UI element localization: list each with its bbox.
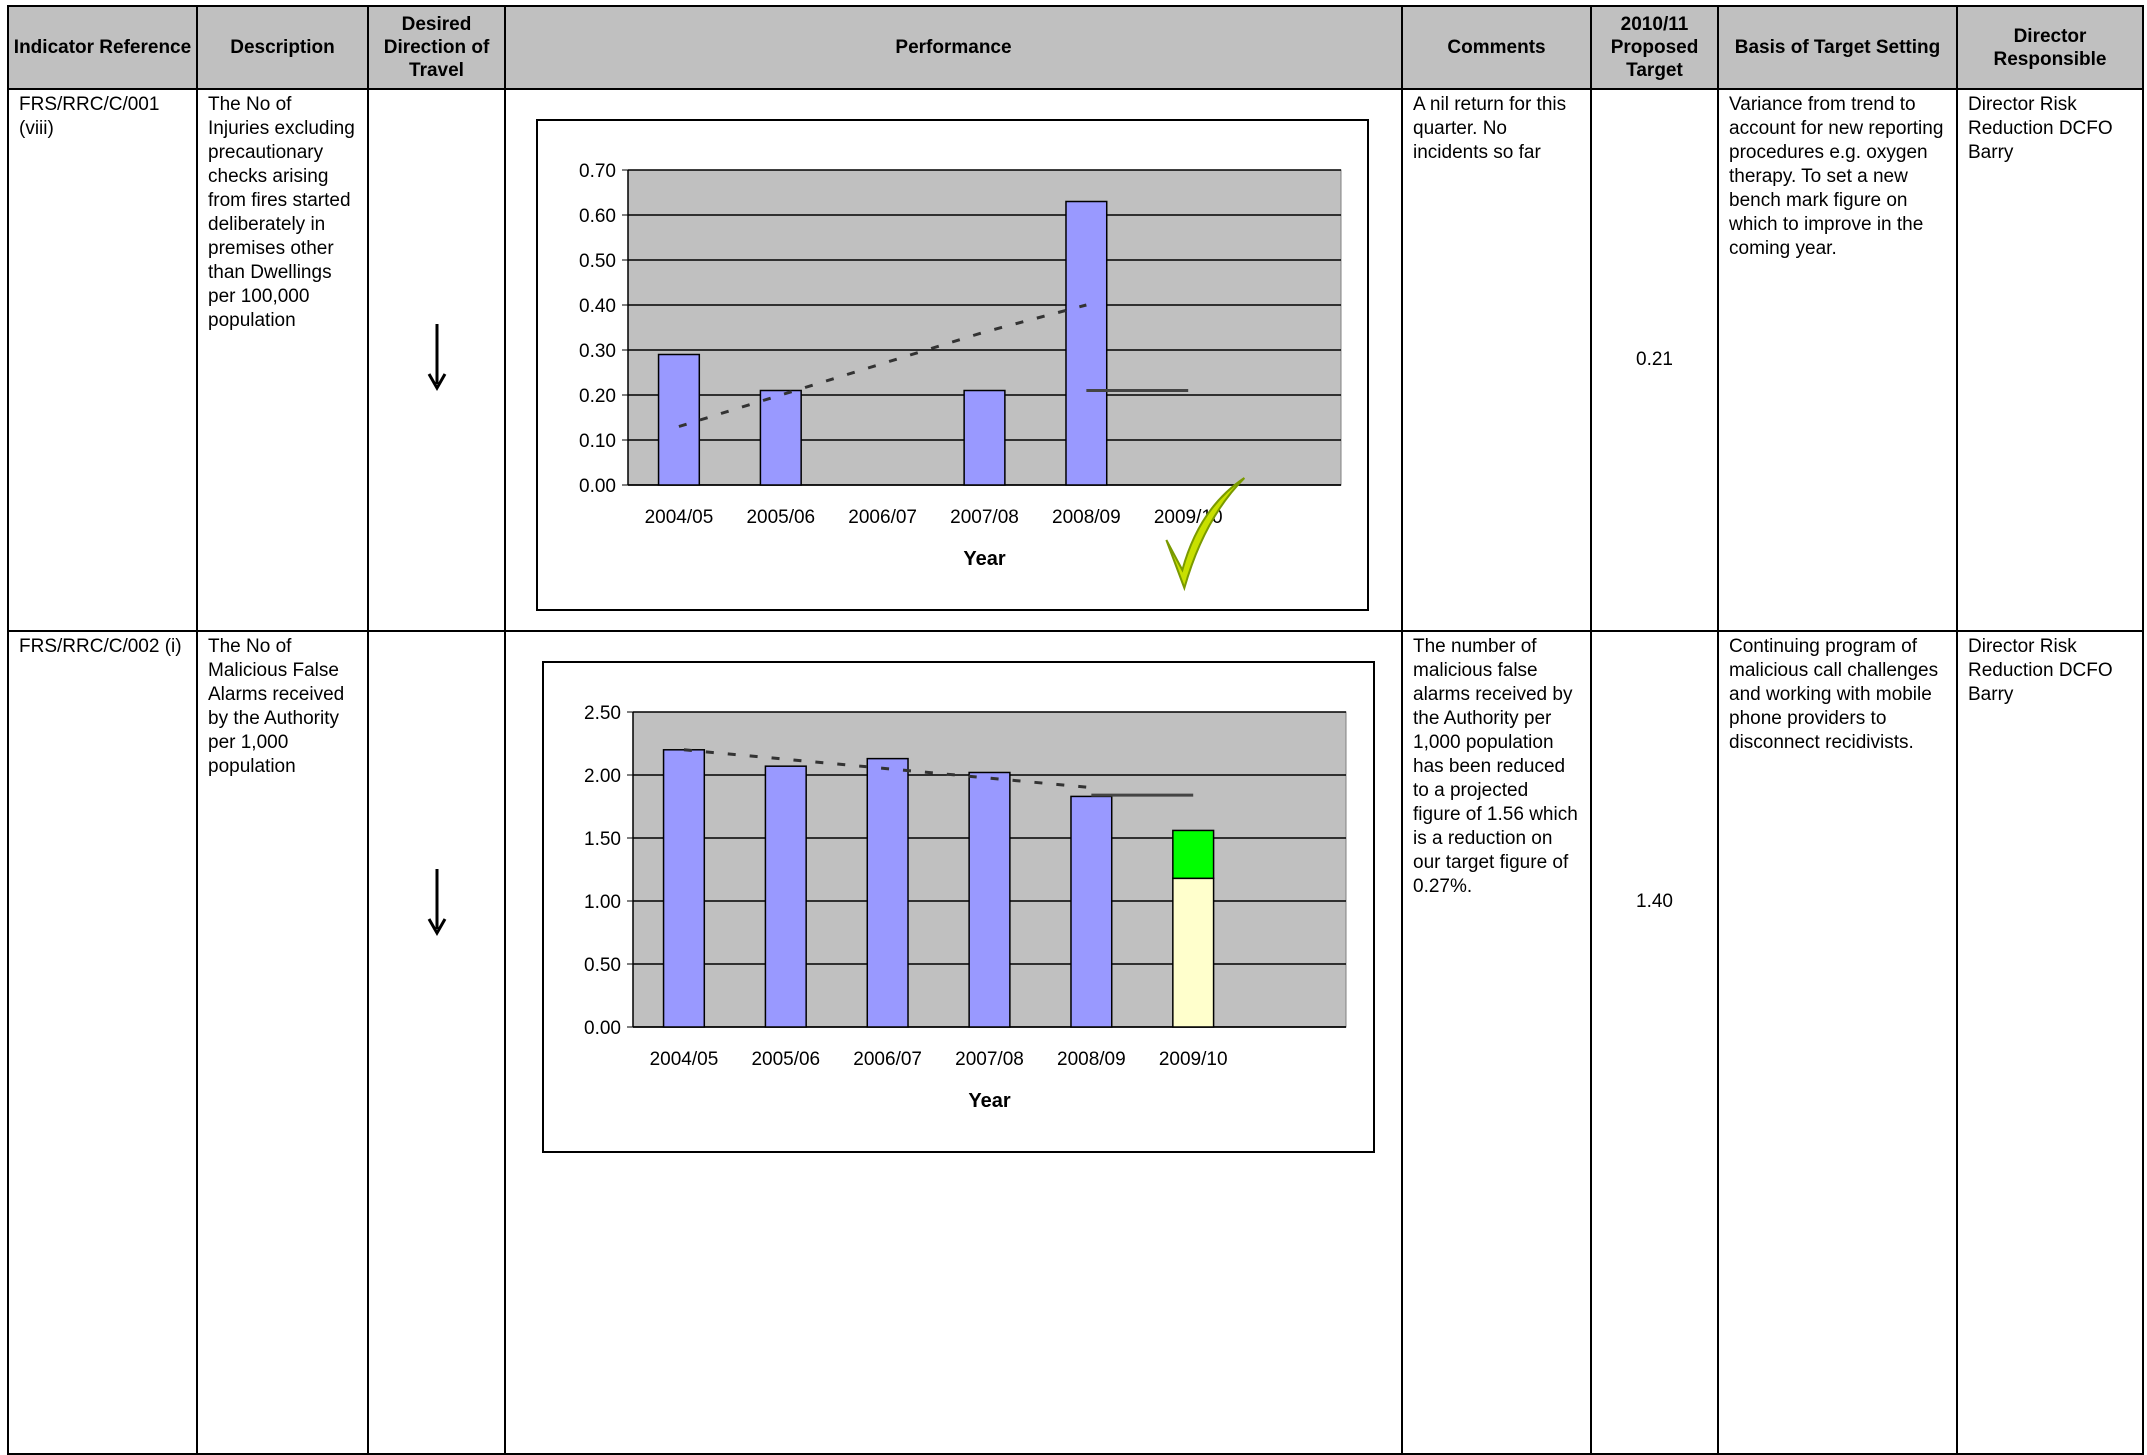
x-tick-label: 2006/07 <box>853 1049 922 1070</box>
x-axis-title: Year <box>968 1090 1010 1112</box>
trend-line <box>683 748 1092 790</box>
y-tick-label: 0.20 <box>579 386 616 407</box>
y-tick-label: 0.00 <box>584 1018 621 1039</box>
bar <box>866 757 909 1028</box>
bar <box>1070 795 1113 1028</box>
x-tick-label: 2005/06 <box>751 1049 820 1070</box>
down-arrow <box>427 323 446 391</box>
row: FRS/RRC/C/002 (i) The No of Malicious Fa… <box>7 630 2144 1455</box>
bar <box>759 389 802 486</box>
basis: Variance from trend to account for new r… <box>1717 88 1958 632</box>
page: Indicator Reference Description Desired … <box>7 5 2144 1455</box>
x-tick-label: 2007/08 <box>955 1049 1024 1070</box>
down-arrow <box>427 869 446 937</box>
bar <box>657 353 701 486</box>
bar <box>1172 829 1215 880</box>
x-tick-label: 2008/09 <box>1057 1049 1126 1070</box>
chart: 0.00 0.50 1.00 1.50 2.00 2.50 2004/05 2005/06 20… <box>542 661 1375 1153</box>
header-cell: Performance <box>504 5 1403 90</box>
header-cell: Comments <box>1401 5 1592 90</box>
target: 1.40 <box>1590 630 1719 1455</box>
y-tick-label: 0.50 <box>579 251 616 272</box>
y-tick-label: 0.40 <box>579 296 616 317</box>
chart: 0.00 0.10 0.20 0.30 0.40 0.50 0.60 0.70 2004/05 2… <box>536 119 1369 611</box>
y-tick-label: 2.50 <box>584 703 621 724</box>
reference: FRS/RRC/C/002 (i) <box>7 630 198 1455</box>
bar <box>968 771 1011 1028</box>
comments: The number of malicious false alarms rec… <box>1401 630 1592 1455</box>
check-mark <box>1165 477 1246 592</box>
basis: Continuing program of malicious call cha… <box>1717 630 1958 1455</box>
performance: 0.00 0.50 1.00 1.50 2.00 2.50 2004/05 2005/06 20… <box>504 630 1403 1455</box>
director: Director Risk Reduction DCFO Barry <box>1956 630 2144 1455</box>
y-tick-label: 1.50 <box>584 829 621 850</box>
x-tick-label: 2008/09 <box>1052 507 1121 528</box>
target: 0.21 <box>1590 88 1719 632</box>
direction <box>367 630 506 1455</box>
bar <box>963 389 1006 486</box>
direction <box>367 88 506 632</box>
indicator-table: Indicator Reference Description Desired … <box>7 5 2144 1455</box>
x-tick-label: 2004/05 <box>650 1049 719 1070</box>
reference: FRS/RRC/C/001 (viii) <box>7 88 198 632</box>
x-tick-label: 2005/06 <box>746 507 815 528</box>
bar <box>662 749 706 1028</box>
header-cell: Indicator Reference <box>7 5 198 90</box>
trend-line <box>678 303 1087 428</box>
x-tick-label: 2004/05 <box>645 507 714 528</box>
header-cell: Description <box>196 5 369 90</box>
x-tick-label: 2006/07 <box>848 507 917 528</box>
header-cell: Basis of Target Setting <box>1717 5 1958 90</box>
description: The No of Injuries excluding precautiona… <box>196 88 369 632</box>
y-tick-label: 0.00 <box>579 476 616 497</box>
description: The No of Malicious False Alarms receive… <box>196 630 369 1455</box>
header-row: Indicator Reference Description Desired … <box>7 5 2144 90</box>
director: Director Risk Reduction DCFO Barry <box>1956 88 2144 632</box>
y-tick-label: 2.00 <box>584 766 621 787</box>
bar <box>764 765 807 1028</box>
header-cell: 2010/11 Proposed Target <box>1590 5 1719 90</box>
x-tick-label: 2009/10 <box>1159 1049 1228 1070</box>
header-cell: Desired Direction of Travel <box>367 5 506 90</box>
x-tick-label: 2007/08 <box>950 507 1019 528</box>
y-tick-label: 0.70 <box>579 161 616 182</box>
y-tick-label: 0.50 <box>584 955 621 976</box>
comments: A nil return for this quarter. No incide… <box>1401 88 1592 632</box>
x-axis-title: Year <box>963 548 1005 570</box>
y-tick-label: 0.10 <box>579 431 616 452</box>
header-cell: Director Responsible <box>1956 5 2144 90</box>
row: FRS/RRC/C/001 (viii) The No of Injuries … <box>7 88 2144 632</box>
bar <box>1172 877 1215 1028</box>
bar <box>1065 200 1108 486</box>
y-tick-label: 0.60 <box>579 206 616 227</box>
y-tick-label: 0.30 <box>579 341 616 362</box>
y-tick-label: 1.00 <box>584 892 621 913</box>
performance: 0.00 0.10 0.20 0.30 0.40 0.50 0.60 0.70 2004/05 2… <box>504 88 1403 632</box>
